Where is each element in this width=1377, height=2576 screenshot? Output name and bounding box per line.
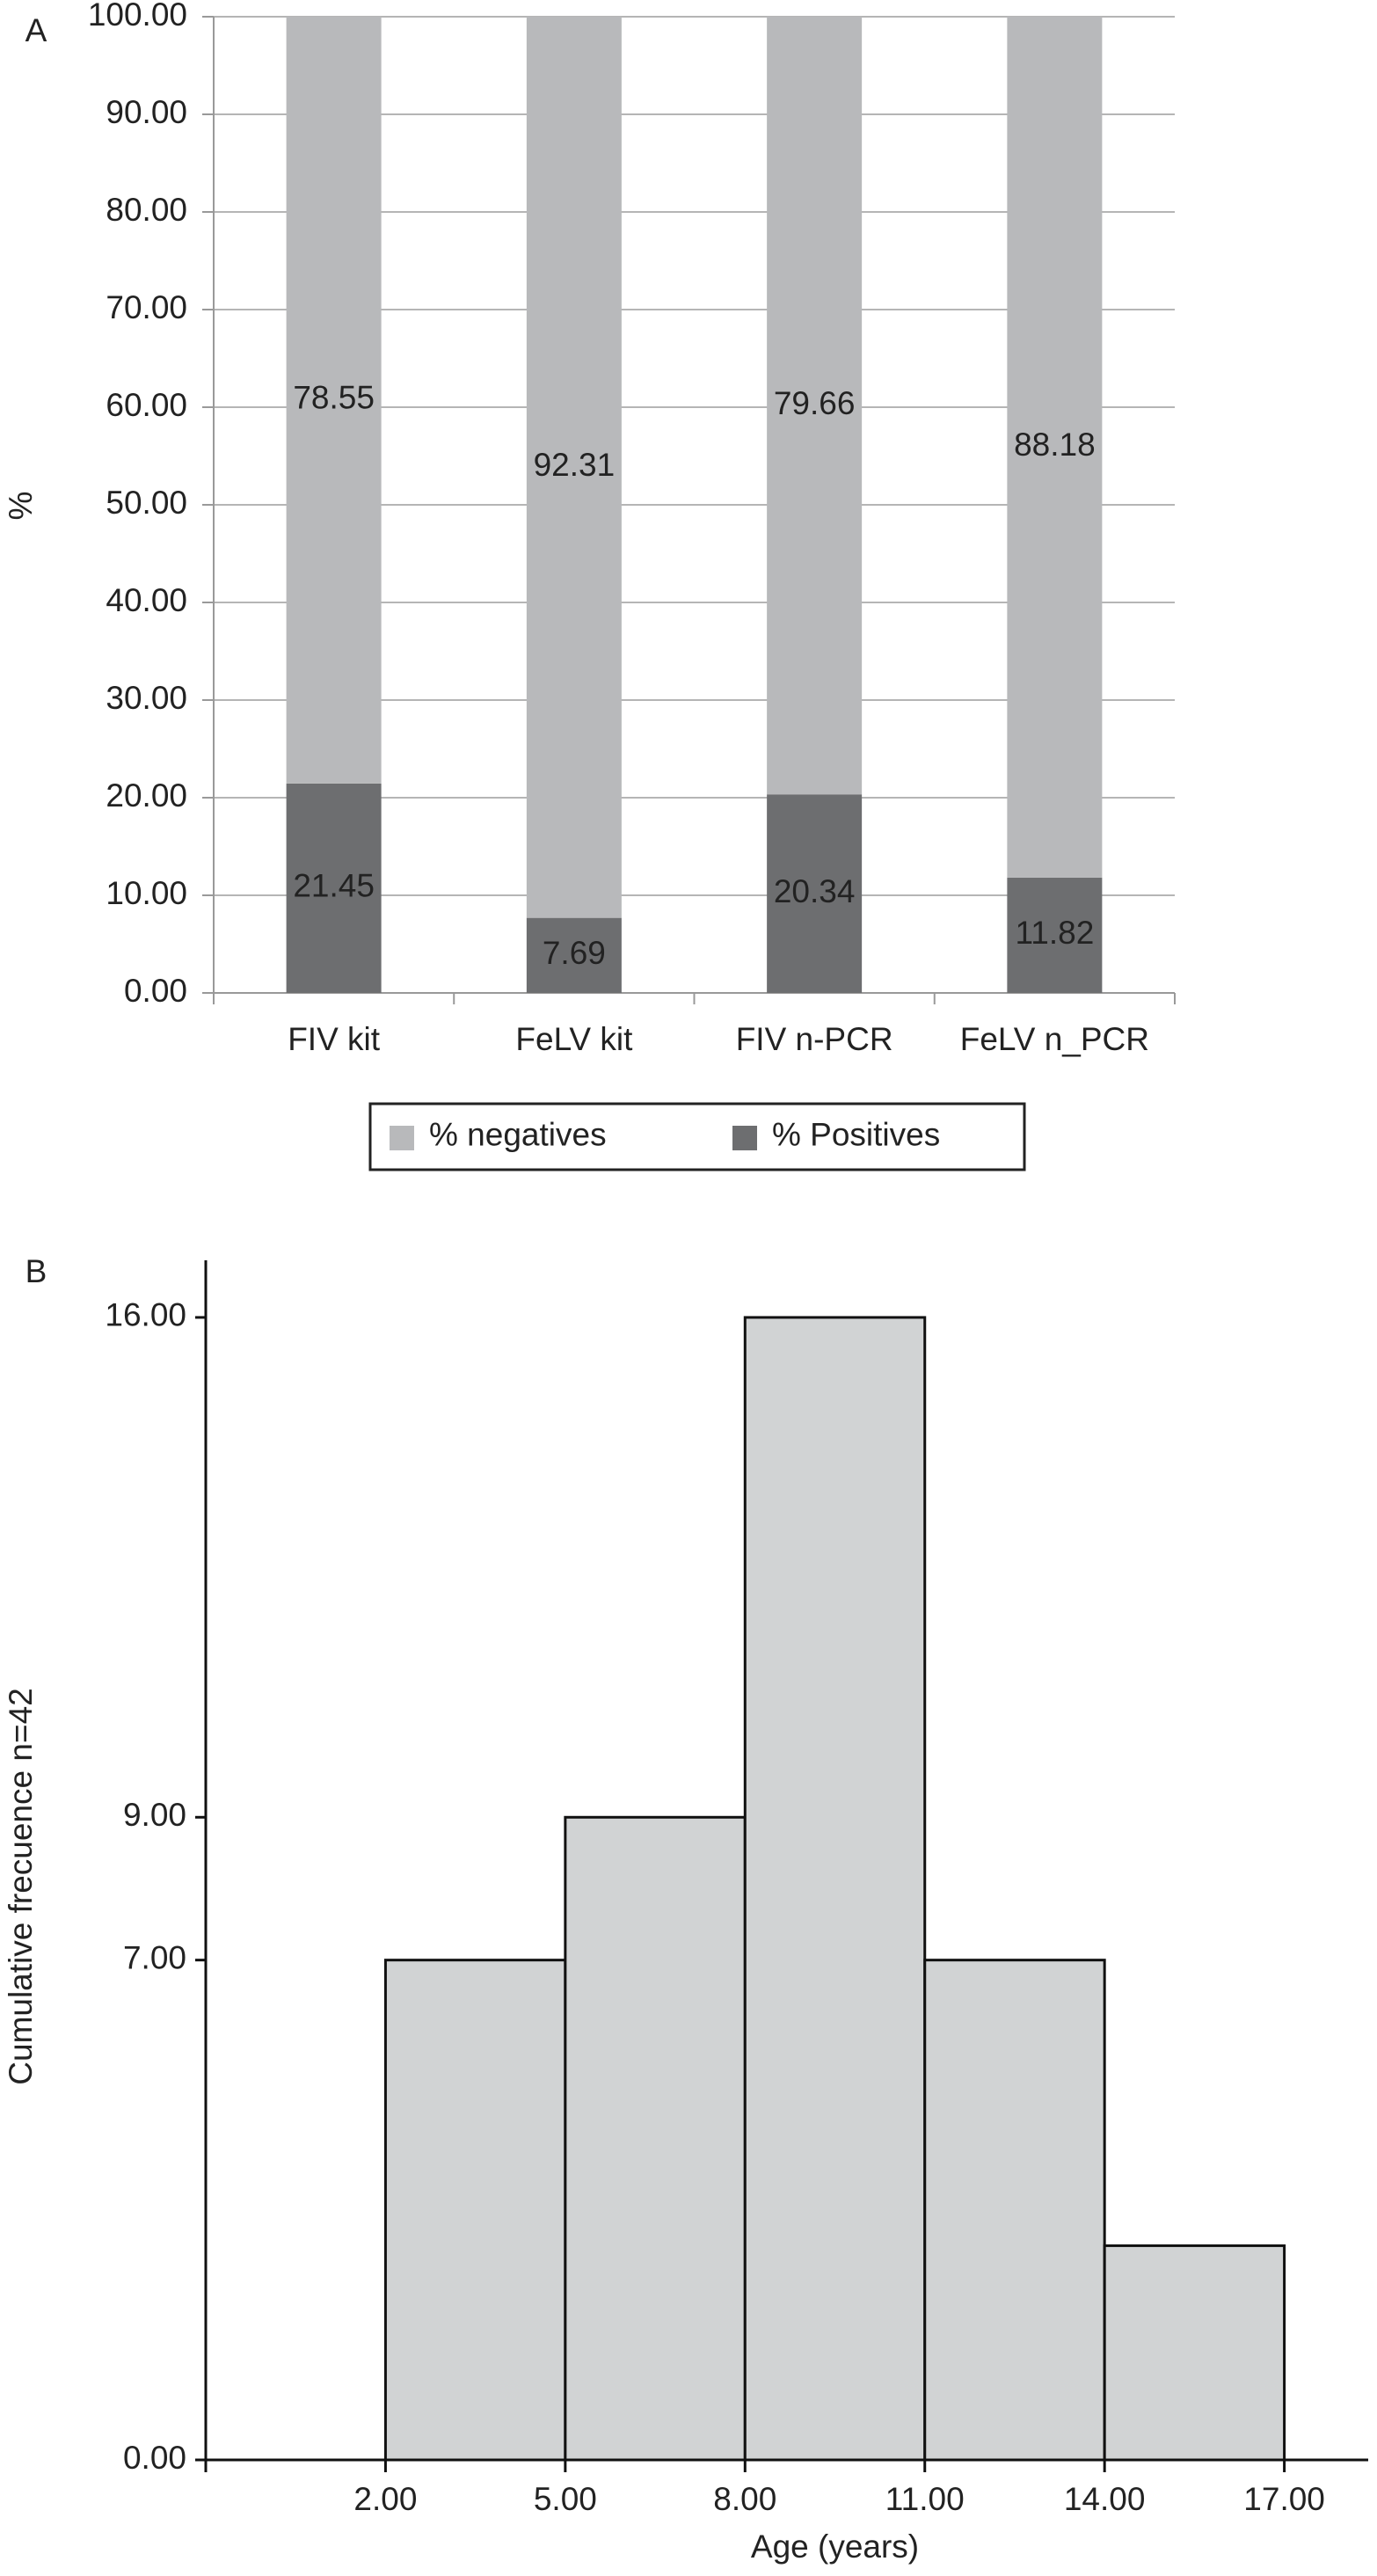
value-label: 88.18: [1014, 427, 1096, 463]
x-tick-label: 8.00: [713, 2481, 776, 2517]
legend-box: [368, 1102, 1026, 1171]
y-axis-title: %: [3, 492, 39, 521]
x-tick-label: 2.00: [353, 2481, 417, 2517]
legend-swatch: [390, 1126, 414, 1150]
value-label: 11.82: [1015, 915, 1094, 951]
legend-swatch: [732, 1126, 757, 1150]
histogram-bar: [1103, 2244, 1286, 2462]
legend-label: % negatives: [429, 1116, 607, 1152]
x-tick-label: 11.00: [885, 2481, 965, 2517]
value-label: 78.55: [293, 380, 375, 416]
y-tick-label: 100.00: [88, 0, 187, 33]
bar-segment: [286, 17, 382, 784]
y-tick-label: 10.00: [106, 875, 187, 911]
y-tick-label: 40.00: [106, 582, 187, 618]
histogram-bar: [564, 1815, 747, 2462]
x-tick-label: 17.00: [1243, 2481, 1325, 2517]
histogram-bar: [923, 1959, 1106, 2462]
y-tick-label: 70.00: [106, 289, 187, 325]
bar-segment: [767, 794, 863, 993]
y-tick-label: 9.00: [123, 1797, 186, 1833]
bar-segment: [767, 17, 863, 795]
y-axis-title: Cumulative frecuence n=42: [3, 1688, 39, 2084]
y-tick-label: 30.00: [106, 680, 187, 716]
y-tick-label: 0.00: [124, 973, 187, 1009]
y-tick-label: 80.00: [106, 192, 187, 228]
panel-label: A: [26, 12, 47, 48]
y-tick-label: 0.00: [123, 2440, 186, 2476]
x-tick-label: 14.00: [1064, 2481, 1146, 2517]
panel-label: B: [26, 1253, 47, 1289]
y-tick-label: 50.00: [106, 485, 187, 521]
bar-segment: [1007, 877, 1103, 993]
x-axis-title: Age (years): [751, 2529, 919, 2565]
x-tick-label: FeLV kit: [515, 1021, 633, 1057]
y-tick-label: 7.00: [123, 1939, 186, 1975]
x-tick-label: FIV kit: [288, 1021, 381, 1057]
bar-segment: [526, 917, 622, 993]
x-tick-label: FIV n-PCR: [736, 1021, 893, 1057]
value-label: 21.45: [293, 868, 375, 904]
bar-segment: [1007, 17, 1103, 878]
value-label: 20.34: [774, 873, 856, 909]
y-tick-label: 90.00: [106, 94, 187, 130]
y-tick-label: 20.00: [106, 777, 187, 814]
histogram-bar: [383, 1959, 567, 2462]
y-tick-label: 16.00: [105, 1297, 186, 1333]
x-tick-label: FeLV n_PCR: [960, 1021, 1149, 1057]
value-label: 7.69: [543, 935, 606, 971]
bar-segment: [286, 783, 382, 993]
x-tick-label: 5.00: [534, 2481, 597, 2517]
histogram-bar: [743, 1316, 927, 2462]
y-tick-label: 60.00: [106, 387, 187, 423]
bar-segment: [526, 17, 622, 918]
value-label: 79.66: [774, 385, 856, 421]
legend-label: % Positives: [772, 1116, 940, 1152]
value-label: 92.31: [534, 447, 616, 483]
